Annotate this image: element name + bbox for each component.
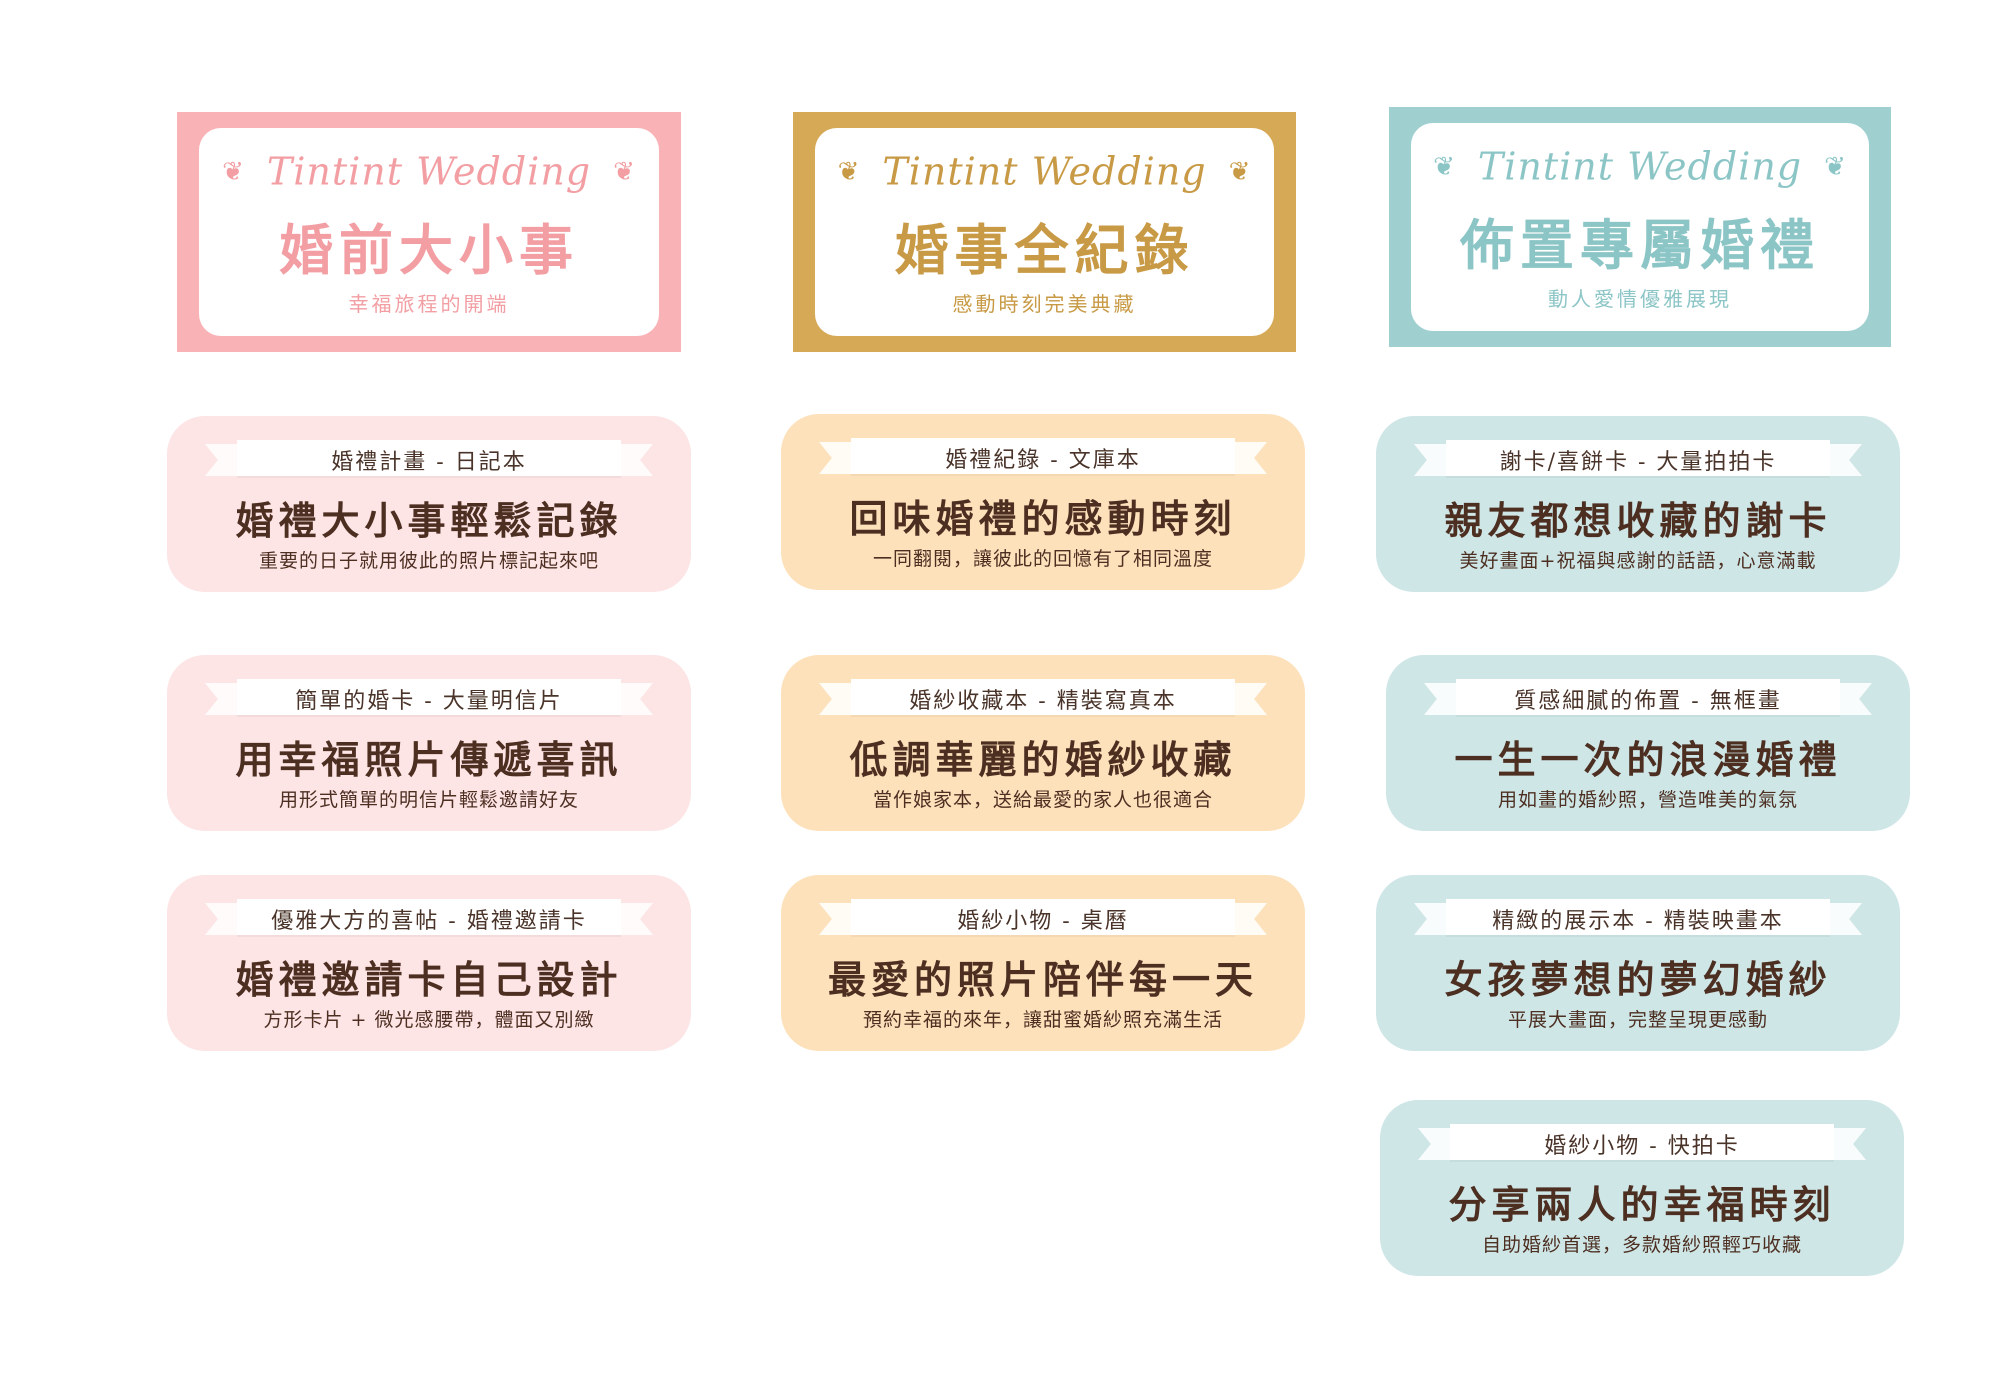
leaf-icon: ❦ — [1433, 151, 1456, 182]
ribbon-banner: 婚禮計畫 - 日記本 — [205, 440, 653, 476]
product-card[interactable]: 質感細膩的佈置 - 無框畫 一生一次的浪漫婚禮 用如畫的婚紗照，營造唯美的氣氛 — [1386, 655, 1910, 831]
product-title: 婚禮邀請卡自己設計 — [235, 957, 623, 1002]
product-subtitle: 美好畫面+祝福與感謝的話語，心意滿載 — [1459, 550, 1817, 572]
product-subtitle: 平展大畫面，完整呈現更感動 — [1507, 1009, 1768, 1031]
leaf-icon: ❦ — [837, 156, 861, 187]
product-category: 精緻的展示本 - 精裝映畫本 — [1492, 909, 1784, 934]
product-card[interactable]: 簡單的婚卡 - 大量明信片 用幸福照片傳遞喜訊 用形式簡單的明信片輕鬆邀請好友 — [167, 655, 691, 831]
ribbon-banner: 精緻的展示本 - 精裝映畫本 — [1414, 899, 1862, 935]
product-category: 質感細膩的佈置 - 無框畫 — [1514, 689, 1782, 714]
product-card[interactable]: 婚紗收藏本 - 精裝寫真本 低調華麗的婚紗收藏 當作娘家本，送給最愛的家人也很適… — [781, 655, 1305, 831]
ribbon-banner: 婚紗小物 - 桌曆 — [819, 899, 1267, 935]
product-card[interactable]: 婚禮計畫 - 日記本 婚禮大小事輕鬆記錄 重要的日子就用彼此的照片標記起來吧 — [167, 416, 691, 592]
header-card-gold: ❦ Tintint Wedding ❦ 婚事全紀錄 感動時刻完美典藏 — [793, 112, 1296, 352]
header-tagline: 幸福旅程的開端 — [348, 292, 510, 316]
leaf-icon: ❦ — [1228, 156, 1252, 187]
product-title: 親友都想收藏的謝卡 — [1444, 498, 1832, 543]
product-title: 最愛的照片陪伴每一天 — [827, 957, 1258, 1002]
leaf-icon: ❦ — [1824, 151, 1847, 182]
product-subtitle: 當作娘家本，送給最愛的家人也很適合 — [872, 789, 1213, 811]
product-card[interactable]: 婚紗小物 - 桌曆 最愛的照片陪伴每一天 預約幸福的來年，讓甜蜜婚紗照充滿生活 — [781, 875, 1305, 1051]
header-card-teal: ❦ Tintint Wedding ❦ 佈置專屬婚禮 動人愛情優雅展現 — [1389, 107, 1891, 347]
product-title: 用幸福照片傳遞喜訊 — [235, 737, 623, 782]
product-card[interactable]: 謝卡/喜餅卡 - 大量拍拍卡 親友都想收藏的謝卡 美好畫面+祝福與感謝的話語，心… — [1376, 416, 1900, 592]
brand-script: Tintint Wedding — [1477, 144, 1803, 189]
product-card[interactable]: 婚禮紀錄 - 文庫本 回味婚禮的感動時刻 一同翻閱，讓彼此的回憶有了相同溫度 — [781, 414, 1305, 590]
product-category: 婚禮紀錄 - 文庫本 — [945, 448, 1141, 473]
product-subtitle: 用形式簡單的明信片輕鬆邀請好友 — [278, 789, 579, 811]
ribbon-banner: 婚紗小物 - 快拍卡 — [1418, 1124, 1866, 1160]
ribbon-banner: 婚紗收藏本 - 精裝寫真本 — [819, 679, 1267, 715]
leaf-icon: ❦ — [613, 156, 636, 187]
product-subtitle: 重要的日子就用彼此的照片標記起來吧 — [258, 550, 599, 572]
ribbon-banner: 謝卡/喜餅卡 - 大量拍拍卡 — [1414, 440, 1862, 476]
header-title: 佈置專屬婚禮 — [1460, 213, 1820, 277]
product-title: 回味婚禮的感動時刻 — [849, 496, 1237, 541]
product-subtitle: 方形卡片 + 微光感腰帶，體面又別緻 — [263, 1009, 595, 1031]
ribbon-banner: 婚禮紀錄 - 文庫本 — [819, 438, 1267, 474]
product-category: 優雅大方的喜帖 - 婚禮邀請卡 — [271, 909, 587, 934]
ribbon-banner: 質感細膩的佈置 - 無框畫 — [1424, 679, 1872, 715]
product-category: 簡單的婚卡 - 大量明信片 — [295, 689, 563, 714]
ribbon-banner: 優雅大方的喜帖 - 婚禮邀請卡 — [205, 899, 653, 935]
brand-script: Tintint Wedding — [882, 149, 1207, 194]
product-category: 婚紗收藏本 - 精裝寫真本 — [909, 689, 1177, 714]
product-card[interactable]: 婚紗小物 - 快拍卡 分享兩人的幸福時刻 自助婚紗首選，多款婚紗照輕巧收藏 — [1380, 1100, 1904, 1276]
product-subtitle: 預約幸福的來年，讓甜蜜婚紗照充滿生活 — [862, 1009, 1223, 1031]
brand-script: Tintint Wedding — [266, 149, 592, 194]
product-title: 婚禮大小事輕鬆記錄 — [235, 498, 623, 543]
product-card[interactable]: 優雅大方的喜帖 - 婚禮邀請卡 婚禮邀請卡自己設計 方形卡片 + 微光感腰帶，體… — [167, 875, 691, 1051]
header-tagline: 感動時刻完美典藏 — [952, 292, 1137, 316]
product-card[interactable]: 精緻的展示本 - 精裝映畫本 女孩夢想的夢幻婚紗 平展大畫面，完整呈現更感動 — [1376, 875, 1900, 1051]
product-category: 婚紗小物 - 快拍卡 — [1544, 1134, 1740, 1159]
product-title: 分享兩人的幸福時刻 — [1448, 1182, 1836, 1227]
leaf-icon: ❦ — [222, 156, 245, 187]
product-title: 女孩夢想的夢幻婚紗 — [1444, 957, 1832, 1002]
ribbon-banner: 簡單的婚卡 - 大量明信片 — [205, 679, 653, 715]
product-title: 一生一次的浪漫婚禮 — [1454, 737, 1842, 782]
product-category: 謝卡/喜餅卡 - 大量拍拍卡 — [1499, 450, 1777, 475]
product-subtitle: 用如畫的婚紗照，營造唯美的氣氛 — [1497, 789, 1798, 811]
product-title: 低調華麗的婚紗收藏 — [849, 737, 1237, 782]
header-title: 婚事全紀錄 — [894, 218, 1195, 282]
product-subtitle: 一同翻閱，讓彼此的回憶有了相同溫度 — [872, 548, 1213, 570]
product-category: 婚禮計畫 - 日記本 — [331, 450, 527, 475]
header-title: 婚前大小事 — [279, 218, 579, 282]
header-tagline: 動人愛情優雅展現 — [1548, 287, 1732, 311]
product-subtitle: 自助婚紗首選，多款婚紗照輕巧收藏 — [1481, 1234, 1802, 1256]
product-category: 婚紗小物 - 桌曆 — [957, 909, 1129, 934]
header-card-pink: ❦ Tintint Wedding ❦ 婚前大小事 幸福旅程的開端 — [177, 112, 681, 352]
